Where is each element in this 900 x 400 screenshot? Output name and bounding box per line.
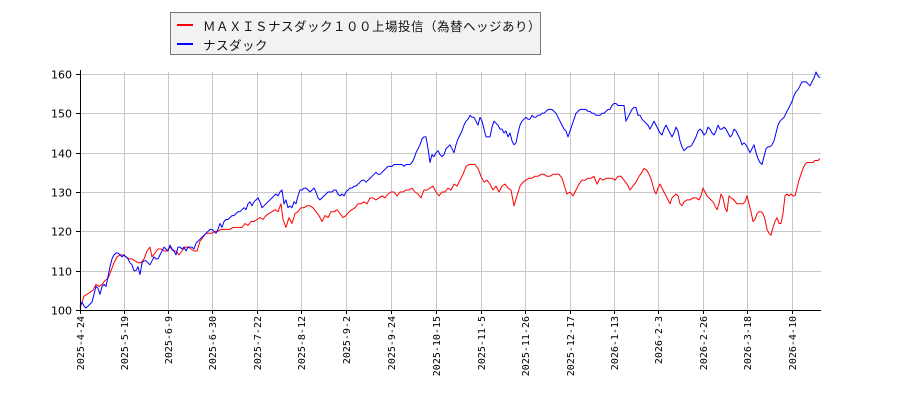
y-tick-label: 160 (51, 69, 72, 82)
legend-swatch-red-line-icon (177, 24, 193, 26)
x-tick-label: 2026-4-10 (788, 316, 799, 370)
x-tick-label: 2025-12-17 (566, 316, 577, 376)
y-tick-label: 120 (51, 226, 72, 239)
x-tick-label: 2025-6-9 (164, 316, 175, 364)
legend-item-nasdaq: ナスダック (177, 35, 268, 53)
legend-swatch-blue-line-icon (177, 43, 193, 45)
x-tick-label: 2025-4-24 (76, 316, 87, 370)
legend-label: ナスダック (203, 37, 269, 53)
legend-label: ＭＡＸＩＳナスダック１００上場投信（為替ヘッジあり） (203, 18, 542, 34)
x-tick-label: 2025-5-19 (120, 316, 131, 370)
x-tick-label: 2026-2-3 (654, 316, 665, 364)
x-axis-ticks: 2025-4-24 2025-5-19 2025-6-9 2025-6-30 2025-… (76, 310, 799, 376)
x-tick-label: 2026-2-26 (699, 316, 710, 370)
x-tick-label: 2025-9-24 (387, 316, 398, 370)
x-tick-label: 2025-7-22 (253, 316, 264, 370)
series-line (79, 158, 821, 309)
y-tick-label: 150 (51, 108, 72, 121)
series-line (79, 71, 821, 309)
legend: ＭＡＸＩＳナスダック１００上場投信（為替ヘッジあり） ナスダック (170, 12, 541, 55)
y-tick-label: 130 (51, 187, 72, 200)
y-tick-label: 140 (51, 148, 72, 161)
x-tick-label: 2025-11-5 (477, 316, 488, 370)
x-tick-label: 2025-8-12 (297, 316, 308, 370)
y-axis-ticks: 100 110 120 130 140 150 160 (51, 69, 80, 318)
x-tick-label: 2025-10-15 (432, 316, 443, 376)
legend-item-maxis: ＭＡＸＩＳナスダック１００上場投信（為替ヘッジあり） (177, 16, 541, 34)
series-lines (79, 71, 821, 309)
x-tick-label: 2025-9-2 (342, 316, 353, 364)
y-tick-label: 110 (51, 266, 72, 279)
grid-lines (80, 72, 821, 310)
x-tick-label: 2026-1-13 (610, 316, 621, 370)
axes (80, 70, 821, 311)
x-tick-label: 2025-11-26 (521, 316, 532, 376)
x-tick-label: 2025-6-30 (208, 316, 219, 370)
y-tick-label: 100 (51, 305, 72, 318)
x-tick-label: 2026-3-18 (743, 316, 754, 370)
